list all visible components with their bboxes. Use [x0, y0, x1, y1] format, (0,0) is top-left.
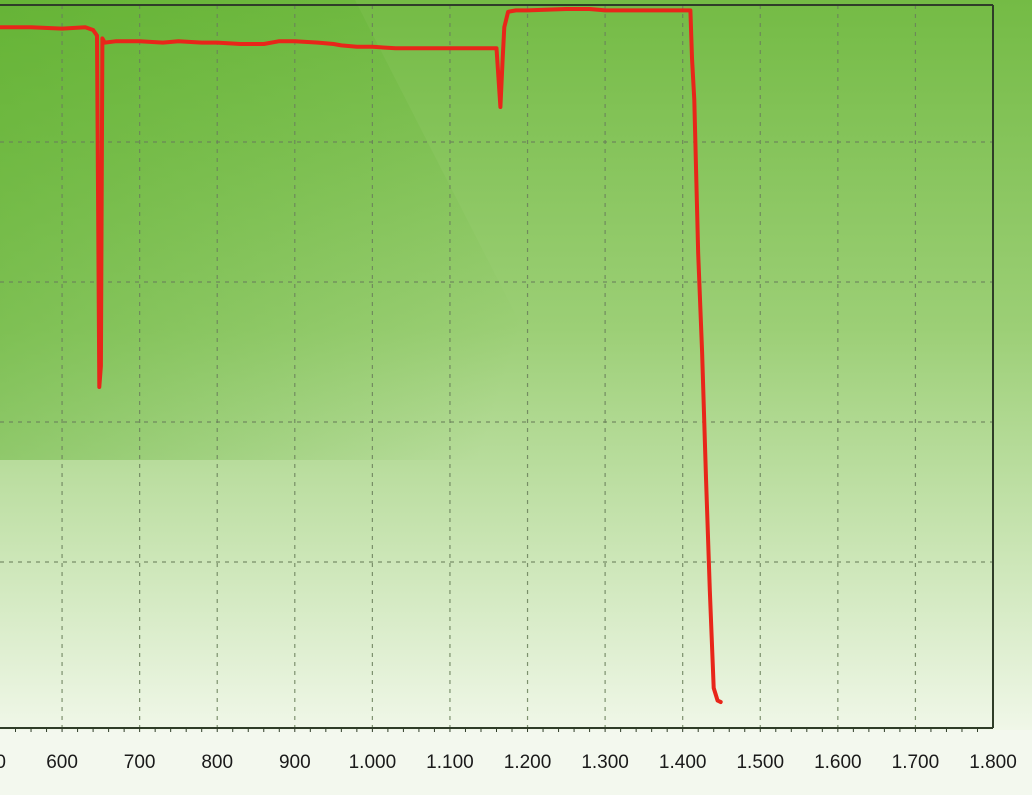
x-tick-label: 1.100 — [426, 752, 474, 773]
x-tick-label: 600 — [46, 752, 78, 773]
x-tick-label: 1.200 — [504, 752, 552, 773]
x-tick-label: 800 — [201, 752, 233, 773]
x-axis-tick-labels: 0 600 700 800 900 1.000 1.100 1.200 1.300 1.400 1.… — [0, 752, 1017, 773]
x-tick-label: 1.000 — [349, 752, 397, 773]
x-tick-label: 700 — [124, 752, 156, 773]
x-tick-label: 900 — [279, 752, 311, 773]
grid — [0, 5, 994, 728]
x-tick-label: 1.500 — [736, 752, 784, 773]
x-tick-label: 1.800 — [969, 752, 1017, 773]
series — [0, 7, 723, 704]
x-tick-label: 1.400 — [659, 752, 707, 773]
x-tick-label: 1.300 — [581, 752, 629, 773]
x-tick-label: 1.700 — [892, 752, 940, 773]
axes — [0, 4, 994, 732]
x-tick-label: 0 — [0, 752, 6, 773]
x-tick-label: 1.600 — [814, 752, 862, 773]
series-line — [0, 7, 723, 704]
